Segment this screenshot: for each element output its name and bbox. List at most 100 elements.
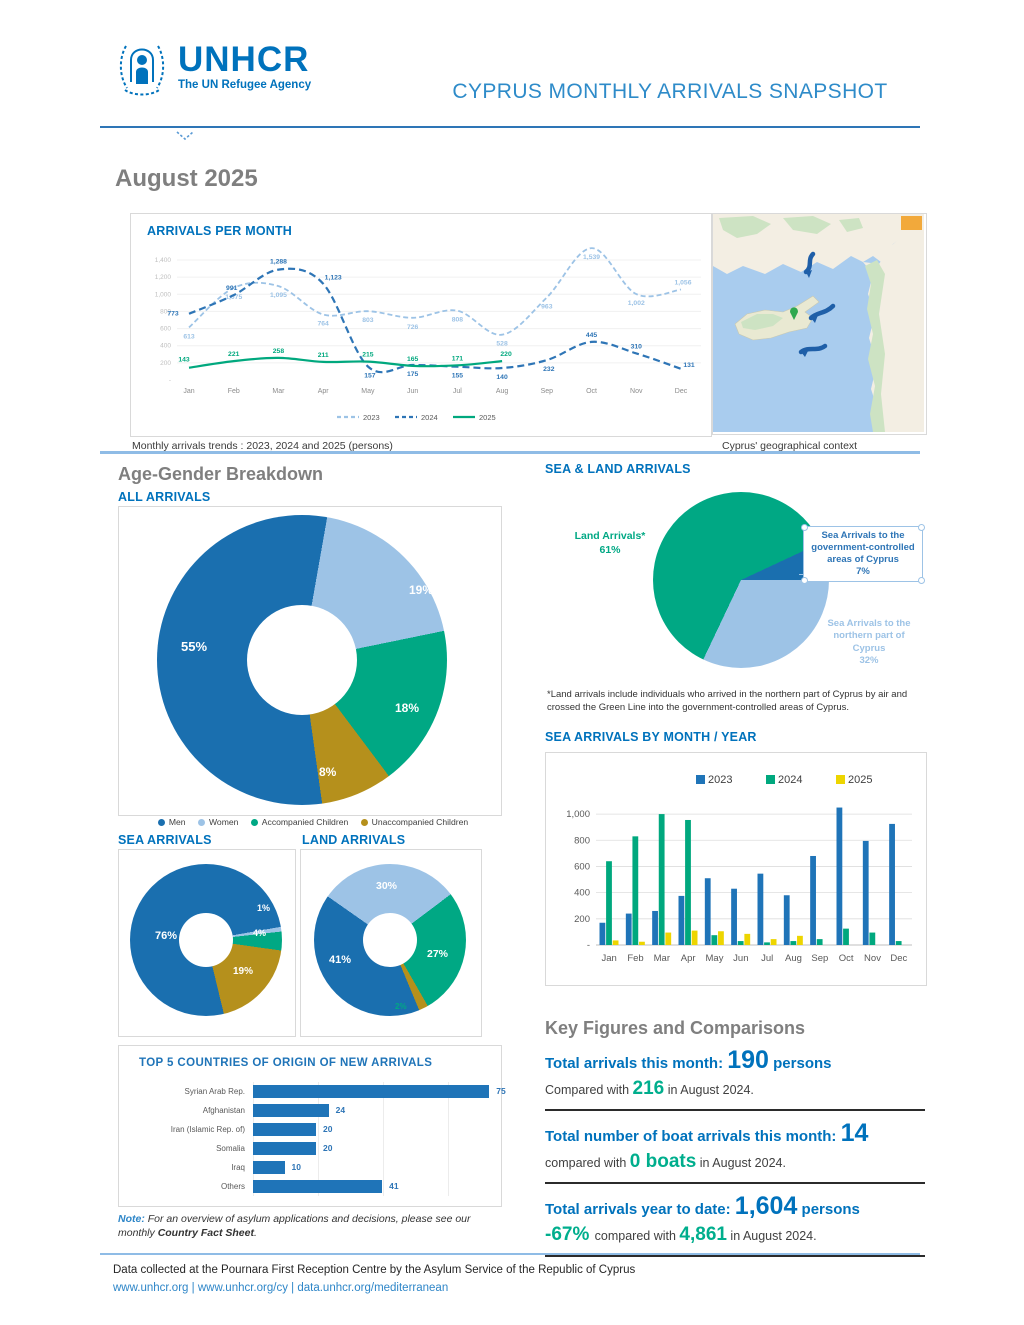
top-countries-panel: TOP 5 COUNTRIES OF ORIGIN OF NEW ARRIVAL… bbox=[118, 1045, 506, 1207]
footer-link-unhcr-cy[interactable]: www.unhcr.org/cy bbox=[197, 1282, 288, 1294]
all-unacc-children-label: 8% bbox=[319, 765, 337, 779]
svg-text:Jun: Jun bbox=[407, 388, 418, 395]
kf2-cmp-label: compared with bbox=[545, 1156, 630, 1170]
header-divider bbox=[100, 126, 920, 128]
land-arrivals-pie-label-pct: 61% bbox=[599, 543, 621, 556]
svg-text:1,288: 1,288 bbox=[270, 259, 287, 266]
kf3-unit: persons bbox=[797, 1201, 860, 1218]
country-label: Iran (Islamic Rep. of) bbox=[170, 1125, 245, 1134]
svg-text:258: 258 bbox=[273, 348, 285, 355]
country-row: Iraq 10 bbox=[127, 1158, 491, 1177]
svg-text:165: 165 bbox=[407, 356, 419, 363]
country-label: Afghanistan bbox=[202, 1106, 245, 1115]
country-bar-track: 20 bbox=[253, 1120, 491, 1139]
sea-men-label: 76% bbox=[155, 930, 178, 942]
svg-text:171: 171 bbox=[452, 355, 464, 362]
all-men-label: 55% bbox=[181, 639, 208, 654]
country-value: 24 bbox=[335, 1105, 346, 1115]
svg-text:1,539: 1,539 bbox=[583, 254, 600, 261]
country-value: 20 bbox=[323, 1124, 333, 1134]
land-arrivals-title: LAND ARRIVALS bbox=[302, 833, 406, 847]
country-row: Others 41 bbox=[127, 1177, 491, 1196]
svg-text:Aug: Aug bbox=[785, 953, 802, 964]
arrivals-per-month-panel: ARRIVALS PER MONTH 200 400 600 800 1,000 1,20… bbox=[130, 213, 712, 437]
svg-text:1,002: 1,002 bbox=[628, 300, 645, 307]
sea-land-title: SEA & LAND ARRIVALS bbox=[545, 462, 691, 476]
svg-text:Feb: Feb bbox=[627, 953, 643, 964]
org-name: UNHCR bbox=[178, 40, 310, 79]
sea-arrivals-title: SEA ARRIVALS bbox=[118, 833, 212, 847]
kf-divider-3 bbox=[545, 1255, 925, 1257]
svg-text:Jan: Jan bbox=[602, 953, 617, 964]
kf3-pct-value: -67% bbox=[545, 1224, 595, 1245]
kf-divider-2 bbox=[545, 1182, 925, 1184]
svg-text:155: 155 bbox=[452, 373, 464, 380]
top-countries-title: TOP 5 COUNTRIES OF ORIGIN OF NEW ARRIVAL… bbox=[139, 1057, 433, 1069]
svg-text:143: 143 bbox=[178, 357, 190, 364]
svg-text:528: 528 bbox=[496, 341, 508, 348]
kf1-cmp-label: Compared with bbox=[545, 1083, 633, 1097]
svg-text:Jul: Jul bbox=[761, 953, 773, 964]
unaccompanied-legend-label: Unaccompanied Children bbox=[371, 817, 469, 827]
country-row: Iran (Islamic Rep. of) 20 bbox=[127, 1120, 491, 1139]
kf2-label: Total number of boat arrivals this month… bbox=[545, 1128, 841, 1145]
sea-gov-pie-label-pct: 7% bbox=[856, 565, 870, 577]
country-bar bbox=[253, 1180, 383, 1193]
sea-north-pie-label-pct: 32% bbox=[859, 655, 879, 667]
svg-text:1,123: 1,123 bbox=[325, 275, 342, 282]
note-suffix: . bbox=[253, 1227, 257, 1240]
note-link[interactable]: Country Fact Sheet bbox=[157, 1227, 254, 1240]
svg-text:963: 963 bbox=[541, 303, 553, 310]
all-arrivals-panel: 55% 19% 18% 8% bbox=[118, 506, 502, 816]
footer-link-data-portal[interactable]: data.unhcr.org/mediterranean bbox=[297, 1282, 449, 1294]
country-value: 41 bbox=[389, 1181, 399, 1191]
all-arrivals-title: ALL ARRIVALS bbox=[118, 490, 211, 504]
page-title: CYPRUS MONTHLY ARRIVALS SNAPSHOT bbox=[452, 80, 888, 103]
sea-north-pie-label-text: Sea Arrivals to the northern part of Cyp… bbox=[827, 618, 911, 654]
sea-land-pie bbox=[653, 492, 829, 668]
svg-text:2024: 2024 bbox=[421, 413, 438, 422]
country-value: 75 bbox=[496, 1086, 506, 1096]
sea-by-month-panel: 1,000 800 600 400 200 - Jan Feb Mar Apr May Jun Jul A… bbox=[545, 752, 927, 986]
sea-women-label: 1% bbox=[257, 903, 271, 913]
svg-text:808: 808 bbox=[452, 317, 464, 324]
key-figures: Total arrivals this month: 190 persons C… bbox=[545, 1046, 925, 1265]
svg-text:Dec: Dec bbox=[890, 953, 907, 964]
footer-sep-2: | bbox=[291, 1282, 298, 1294]
land-arrivals-panel: 30% 27% 41% 2% bbox=[300, 849, 482, 1037]
sea-north-pie-label: Sea Arrivals to the northern part of Cyp… bbox=[817, 618, 921, 667]
key-figures-heading: Key Figures and Comparisons bbox=[545, 1018, 806, 1038]
svg-text:Oct: Oct bbox=[586, 388, 597, 395]
svg-text:1,200: 1,200 bbox=[155, 274, 172, 281]
country-row: Somalia 20 bbox=[127, 1139, 491, 1158]
svg-text:400: 400 bbox=[574, 888, 590, 899]
svg-text:600: 600 bbox=[574, 861, 590, 872]
country-bar bbox=[253, 1104, 329, 1117]
svg-text:445: 445 bbox=[586, 332, 598, 339]
country-bar bbox=[253, 1161, 285, 1174]
svg-text:215: 215 bbox=[362, 352, 374, 359]
svg-text:2023: 2023 bbox=[363, 413, 380, 422]
kf-block-ytd: Total arrivals year to date: 1,604 perso… bbox=[545, 1192, 925, 1257]
svg-text:764: 764 bbox=[318, 321, 330, 328]
all-women-label: 19% bbox=[409, 583, 434, 597]
sea-acc-children-label: 4% bbox=[253, 928, 267, 938]
age-gender-heading: Age-Gender Breakdown bbox=[118, 464, 324, 484]
svg-text:600: 600 bbox=[160, 326, 171, 333]
land-men-label: 41% bbox=[329, 954, 352, 966]
svg-text:175: 175 bbox=[407, 371, 419, 378]
kf2-value: 14 bbox=[840, 1119, 869, 1147]
age-gender-legend: Men Women Accompanied Children Unaccompa… bbox=[108, 817, 508, 827]
footer-link-unhcr[interactable]: www.unhcr.org bbox=[113, 1282, 189, 1294]
kf1-value: 190 bbox=[727, 1046, 769, 1074]
kf1-unit: persons bbox=[768, 1055, 832, 1072]
country-bar-track: 10 bbox=[253, 1158, 491, 1177]
svg-text:Nov: Nov bbox=[864, 953, 881, 964]
country-bar bbox=[253, 1123, 316, 1136]
svg-text:Aug: Aug bbox=[496, 388, 509, 395]
unaccompanied-legend-dot bbox=[360, 819, 368, 827]
svg-text:Mar: Mar bbox=[654, 953, 670, 964]
report-period: August 2025 bbox=[115, 165, 258, 192]
men-legend-dot bbox=[157, 819, 165, 827]
svg-text:Jun: Jun bbox=[733, 953, 748, 964]
